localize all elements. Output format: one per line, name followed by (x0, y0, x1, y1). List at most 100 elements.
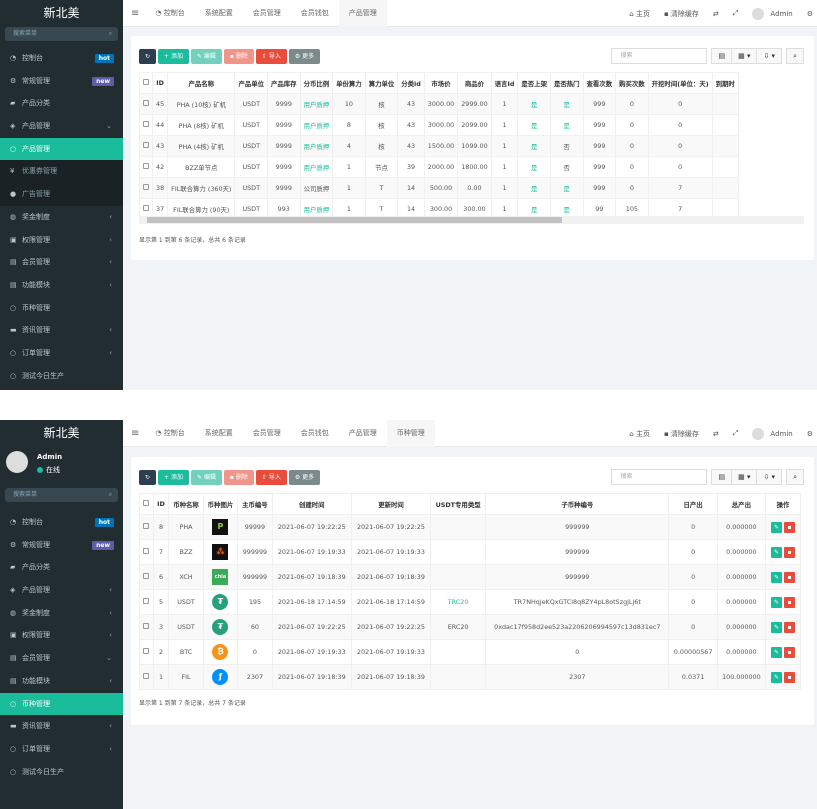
tab[interactable]: 产品管理 (348, 429, 377, 437)
tab[interactable]: ◔ 控制台 (155, 9, 185, 17)
fullscreen-icon[interactable]: ⤢ (732, 9, 739, 17)
sidebar-item[interactable]: ⚙ 常规管理 new (0, 70, 123, 93)
column-header[interactable]: 算力单位 (364, 72, 399, 94)
table-row[interactable]: 7 BZZ ⁂ 999999 2021-06-07 19:19:33 2021-06-07… (139, 539, 801, 565)
table-row[interactable]: 8 PHA P 99999 2021-06-07 19:22:25 2021-06-07 … (139, 514, 801, 540)
table-row[interactable]: 45 PHA (10核) 矿机 USDT 9999 用户质押 10 核 43 3000.00 29… (139, 93, 739, 115)
sidebar-item[interactable]: ¥ 优惠券管理 (0, 160, 123, 184)
row-checkbox[interactable] (139, 177, 153, 199)
sidebar-item[interactable]: ▤ 会员管理 ⌄ (0, 647, 123, 670)
column-header[interactable]: 币种名称 (168, 493, 204, 515)
add-button[interactable]: + 添加 (158, 49, 189, 64)
table-row[interactable]: 44 PHA (8核) 矿机 USDT 9999 用户质押 8 核 43 3000.00 2099… (139, 114, 739, 136)
sidebar-item[interactable]: ○ 测试今日生产 (0, 761, 123, 784)
clear-cache-button[interactable]: ▪ 清除缓存 (664, 9, 699, 19)
row-checkbox[interactable] (139, 114, 153, 136)
row-checkbox[interactable] (139, 135, 153, 157)
table-row[interactable]: 43 PHA (4核) 矿机 USDT 9999 用户质押 4 核 43 1500.00 1099… (139, 135, 739, 157)
sidebar-item[interactable]: ◍ 奖金制度 ‹ (0, 602, 123, 625)
column-header[interactable]: 操作 (765, 493, 801, 515)
tab[interactable]: 币种管理 (386, 420, 435, 447)
column-header[interactable]: 产品名称 (167, 72, 236, 94)
column-header[interactable]: 查看次数 (582, 72, 617, 94)
select-all-checkbox[interactable] (139, 72, 153, 94)
delete-button[interactable]: ▪ 删除 (223, 49, 254, 64)
column-header[interactable]: 子币种编号 (485, 493, 670, 515)
delete-button[interactable]: ▪ (784, 571, 795, 583)
sidebar-item[interactable]: ▤ 会员管理 ‹ (0, 251, 123, 274)
column-header[interactable]: 到期时 (711, 72, 739, 94)
edit-button[interactable]: ✎ (771, 671, 782, 683)
language-icon[interactable]: ⇄ (712, 429, 719, 438)
delete-button[interactable]: ▪ (784, 646, 795, 658)
column-header[interactable]: ID (152, 493, 170, 515)
columns-dropdown-icon[interactable]: ▦ ▾ (732, 469, 758, 485)
checkbox[interactable] (143, 523, 150, 529)
delete-button[interactable]: ▪ (784, 521, 795, 533)
edit-button[interactable]: ✎ (771, 521, 782, 533)
edit-button[interactable]: ✎ (771, 621, 782, 633)
column-header[interactable]: 日产出 (668, 493, 718, 515)
sidebar-item[interactable]: ▤ 功能模块 ‹ (0, 274, 123, 297)
column-header[interactable]: 是否热门 (549, 72, 584, 94)
sidebar-item[interactable]: ○ 币种管理 (0, 692, 123, 716)
table-row[interactable]: 42 BZZ单节点 USDT 9999 用户质押 1 节点 39 2000.00 1800.00 1… (139, 156, 739, 178)
columns-dropdown-icon[interactable]: ▦ ▾ (732, 48, 758, 64)
scrollbar-thumb[interactable] (147, 217, 562, 223)
row-checkbox[interactable] (139, 156, 153, 178)
tab[interactable]: 系统配置 (204, 429, 233, 437)
edit-button[interactable]: ✎ (771, 646, 782, 658)
checkbox[interactable] (143, 184, 149, 190)
sidebar-item[interactable]: ▬ 资讯管理 ‹ (0, 319, 123, 342)
tab[interactable]: 会员管理 (252, 9, 281, 17)
column-header[interactable]: 产品单位 (234, 72, 268, 94)
column-header[interactable]: 总产出 (716, 493, 767, 515)
checkbox[interactable] (143, 500, 150, 506)
sidebar-item[interactable]: ◍ 奖金制度 ‹ (0, 206, 123, 229)
sidebar-item[interactable]: ◈ 产品管理 ‹ (0, 579, 123, 602)
checkbox[interactable] (143, 548, 150, 554)
row-checkbox[interactable] (139, 539, 154, 565)
checkbox[interactable] (143, 623, 150, 629)
sidebar-item[interactable]: ○ 订单管理 ‹ (0, 738, 123, 761)
sidebar-item[interactable]: ▣ 权限管理 ‹ (0, 229, 123, 252)
table-row[interactable]: 6 XCH chia 999999 2021-06-07 19:18:39 2021-06… (139, 564, 801, 590)
delete-button[interactable]: ▪ (784, 671, 795, 683)
refresh-button[interactable]: ↻ (139, 49, 157, 64)
column-header[interactable]: ID (151, 72, 169, 94)
sidebar-item[interactable]: ● 广告管理 (0, 183, 123, 206)
hamburger-icon[interactable]: ≡ (131, 8, 140, 19)
checkbox[interactable] (143, 573, 150, 579)
settings-icon[interactable]: ⚙ (806, 429, 813, 438)
table-row[interactable]: 5 USDT ₮ 195 2021-06-18 17:14:59 2021-06-18 1… (139, 589, 801, 615)
edit-button[interactable]: ✎ 编辑 (190, 470, 222, 485)
checkbox[interactable] (143, 673, 150, 679)
checkbox[interactable] (143, 79, 149, 85)
table-search-input[interactable]: 搜索 (611, 469, 708, 485)
search-icon[interactable]: ⌕ (786, 469, 804, 485)
tab[interactable]: ◔ 控制台 (155, 429, 185, 437)
table-row[interactable]: 3 USDT ₮ 60 2021-06-07 19:22:25 2021-06-07 19… (139, 614, 801, 640)
table-row[interactable]: 2 BTC ₿ 0 2021-06-07 19:19:33 2021-06-07 19:1… (139, 639, 801, 665)
column-header[interactable]: 分币比例 (299, 72, 334, 94)
table-row[interactable]: 37 FIL联合算力 (90天) USDT 993 用户质押 1 T 14 300.00 300.… (139, 198, 739, 220)
edit-button[interactable]: ✎ (771, 571, 782, 583)
add-button[interactable]: + 添加 (158, 470, 189, 485)
column-header[interactable]: 更新时间 (350, 493, 432, 515)
more-button[interactable]: ⚙ 更多 (288, 49, 321, 64)
import-button[interactable]: ⇧ 导入 (255, 49, 287, 64)
sidebar-item[interactable]: ○ 测试今日生产 (0, 365, 123, 388)
tab[interactable]: 会员管理 (252, 429, 281, 437)
fullscreen-icon[interactable]: ⤢ (732, 429, 739, 437)
column-header[interactable]: 开挖时间(单位：天) (647, 72, 713, 94)
table-row[interactable]: 1 FIL ƒ 2307 2021-06-07 19:18:39 2021-06-07 1… (139, 664, 801, 690)
sidebar-item[interactable]: ▬ 资讯管理 ‹ (0, 715, 123, 738)
delete-button[interactable]: ▪ (784, 546, 795, 558)
column-header[interactable]: 单份算力 (332, 72, 366, 94)
tab[interactable]: 系统配置 (204, 9, 233, 17)
refresh-button[interactable]: ↻ (139, 470, 157, 485)
row-checkbox[interactable] (139, 93, 153, 115)
sidebar-search[interactable]: 搜索菜单 ⌕ (5, 488, 118, 502)
column-header[interactable]: 语言Id (490, 72, 519, 94)
checkbox[interactable] (143, 142, 149, 148)
